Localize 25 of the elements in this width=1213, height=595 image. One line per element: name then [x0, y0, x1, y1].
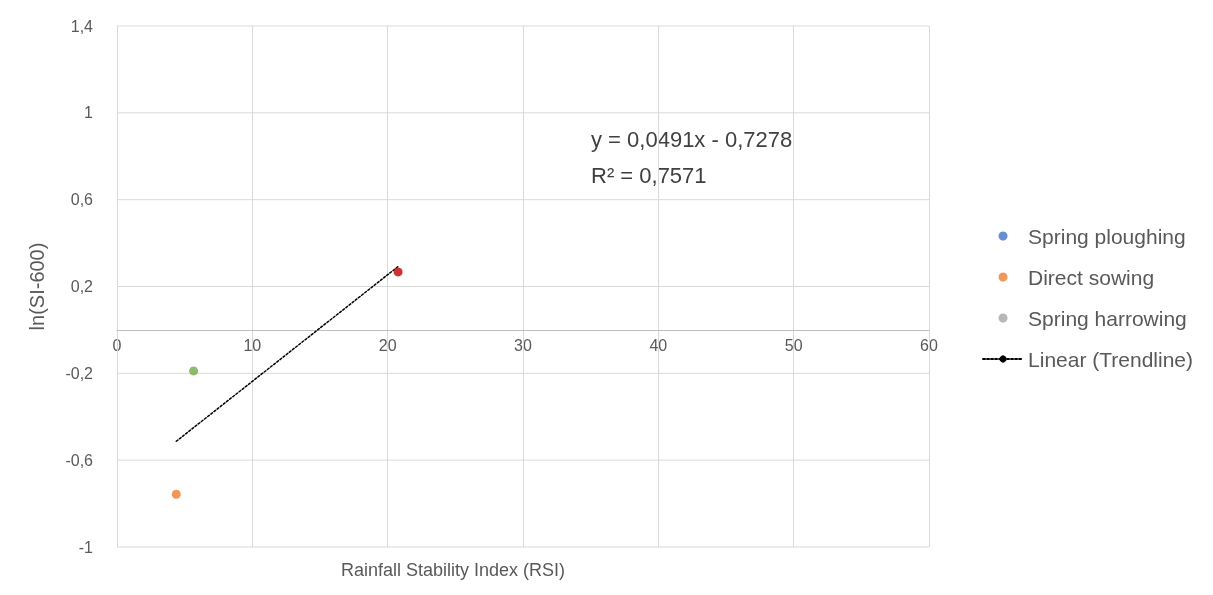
point [189, 366, 199, 376]
y-tick-label: 0,2 [70, 278, 94, 295]
annotation: y = 0,0491x - 0,7278 [591, 126, 793, 152]
x-tick-label: 20 [378, 337, 397, 355]
x-tick-label: 0 [112, 337, 122, 355]
point [171, 489, 181, 499]
y-tick-label: -1 [78, 538, 94, 556]
annotation: R² = 0,7571 [591, 162, 707, 188]
y-axis-title: ln(SI-600) [26, 242, 48, 331]
x-tick-label: 50 [784, 337, 803, 355]
legend-label: Spring harrowing [1028, 306, 1187, 330]
x-tick-label: 10 [243, 337, 262, 355]
x-axis-title: Rainfall Stability Index (RSI) [341, 560, 566, 580]
point [393, 267, 403, 277]
y-tick-label: -0,6 [65, 451, 94, 469]
x-tick-label: 30 [514, 337, 532, 355]
y-tick-label: -0,2 [65, 364, 94, 382]
x-tick-label: 60 [920, 337, 938, 355]
legend-label: Linear (Trendline) [1028, 347, 1193, 371]
x-tick-label: 40 [649, 337, 668, 355]
legend-label: Spring ploughing [1028, 224, 1186, 248]
legend-label: Direct sowing [1028, 265, 1155, 289]
y-tick-label: 1,4 [70, 17, 94, 35]
y-tick-label: 0,6 [70, 191, 94, 209]
y-tick-label: 1 [84, 104, 94, 122]
